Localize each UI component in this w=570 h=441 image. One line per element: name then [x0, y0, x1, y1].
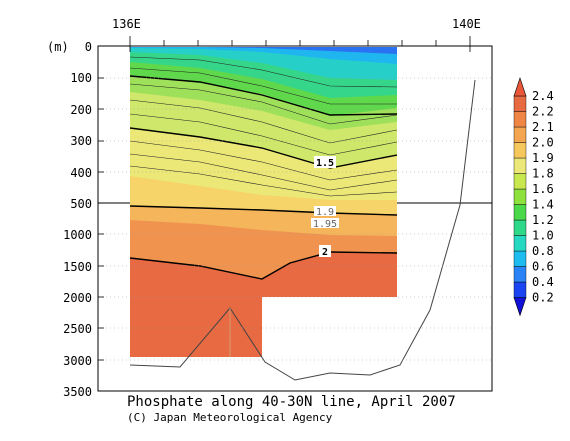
colorbar-cell [513, 126, 527, 143]
contour-label-1-95: 1.95 [313, 219, 337, 230]
colorbar-cell [513, 173, 527, 190]
chart-title: Phosphate along 40-30N line, April 2007 [127, 394, 456, 410]
colorbar-label: 1.2 [532, 213, 554, 227]
y-tick-label: 1500 [63, 260, 92, 274]
colorbar-cell [513, 157, 527, 174]
colorbar-label: 0.6 [532, 260, 554, 274]
y-tick-label: 500 [70, 197, 92, 211]
colorbar-cell [513, 281, 527, 298]
y-tick-labels: 0 100 200 300 400 500 1000 1500 2000 250… [63, 40, 92, 399]
colorbar-cell [513, 219, 527, 236]
colorbar-label: 2.1 [532, 120, 554, 134]
colorbar-cell [513, 188, 527, 205]
phosphate-fill [130, 47, 397, 357]
colorbar-cell [513, 250, 527, 267]
top-axis-ticks [129, 36, 471, 52]
y-tick-label: 1000 [63, 228, 92, 242]
y-tick-label: 0 [85, 40, 92, 54]
y-tick-label: 3000 [63, 354, 92, 368]
contour-label-1-5: 1.5 [316, 158, 334, 169]
colorbar-label: 1.9 [532, 151, 554, 165]
colorbar-label: 1.0 [532, 229, 554, 243]
colorbar-label: 0.2 [532, 291, 554, 305]
colorbar-label: 0.8 [532, 244, 554, 258]
left-axis-ticks [98, 45, 104, 392]
gridlines [98, 77, 492, 361]
colorbar-cell [513, 204, 527, 221]
chart-credit: (C) Japan Meteorological Agency [127, 411, 333, 424]
band-0-6 [130, 47, 397, 64]
colorbar-cell [513, 142, 527, 159]
contour-label-1-9: 1.9 [316, 207, 334, 218]
colorbar-cell [513, 95, 527, 112]
colorbar-label: 1.8 [532, 167, 554, 181]
y-tick-label: 200 [70, 103, 92, 117]
band-0-4 [200, 47, 397, 54]
colorbar-label: 2.4 [532, 89, 554, 103]
colorbar-label: 2.2 [532, 105, 554, 119]
x-tick-label-140e: 140E [452, 17, 481, 31]
y-tick-label: 400 [70, 166, 92, 180]
colorbar-labels: 0.2 0.40.6 0.81.0 1.21.4 1.61.8 1.92.0 2.12.2 2… [532, 89, 554, 305]
y-tick-label: 300 [70, 134, 92, 148]
colorbar-triangle-low [513, 297, 527, 317]
y-tick-label: 2500 [63, 322, 92, 336]
colorbar-label: 1.4 [532, 198, 554, 212]
x-tick-label-136e: 136E [112, 17, 141, 31]
colorbar-label: 2.0 [532, 136, 554, 150]
colorbar-triangle-high [513, 77, 527, 97]
contour-value-labels: 1.5 1.9 1.95 2 [311, 156, 339, 258]
y-tick-label: 3500 [63, 385, 92, 399]
colorbar-label: 0.4 [532, 275, 554, 289]
bold-contour-lines [130, 75, 397, 280]
y-axis-unit: (m) [47, 40, 69, 54]
colorbar-label: 1.6 [532, 182, 554, 196]
colorbar [513, 77, 527, 317]
y-tick-label: 2000 [63, 291, 92, 305]
colorbar-cell [513, 111, 527, 128]
colorbar-cell [513, 235, 527, 252]
plot-frame [97, 45, 493, 392]
contour-label-2: 2 [322, 247, 328, 258]
y-tick-label: 100 [70, 71, 92, 85]
colorbar-cell [513, 266, 527, 283]
contour-lines [130, 56, 397, 197]
bottom-topography-line [129, 79, 476, 381]
